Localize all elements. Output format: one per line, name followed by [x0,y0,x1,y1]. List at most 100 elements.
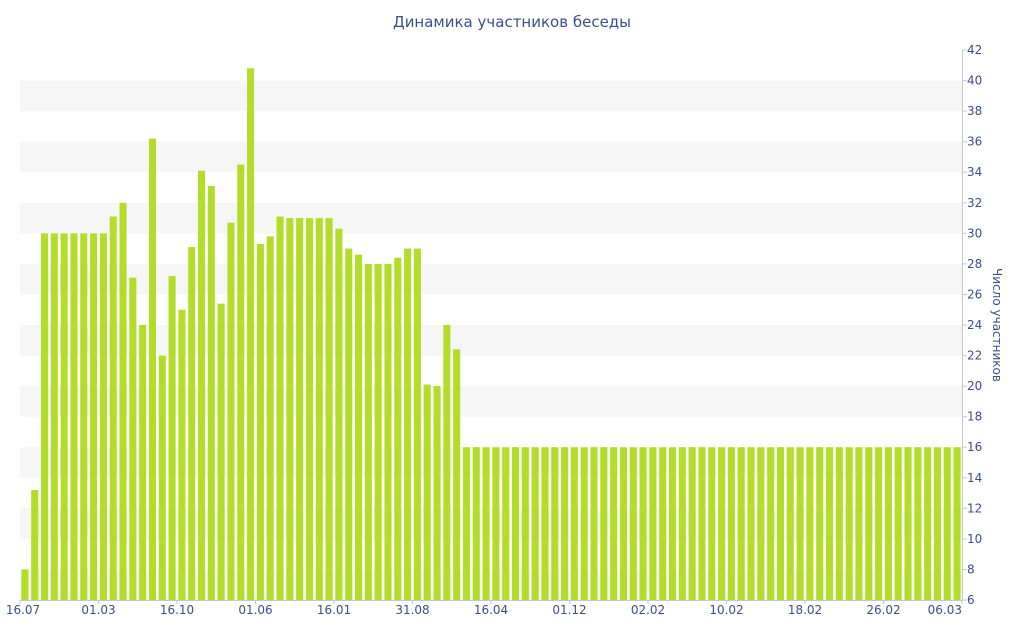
bar[interactable] [148,138,156,601]
bar[interactable] [521,447,529,600]
bar[interactable] [364,263,372,600]
bar[interactable] [207,185,215,600]
bar[interactable] [247,68,255,600]
bar[interactable] [904,447,912,600]
bar[interactable] [423,384,431,600]
bar[interactable] [178,309,186,600]
bar[interactable] [266,236,274,600]
bar[interactable] [826,447,834,600]
bar[interactable] [60,233,68,600]
y-tick-label: 22 [967,349,982,363]
bar[interactable] [796,447,804,600]
bar[interactable] [80,233,88,600]
bar[interactable] [619,447,627,600]
bar[interactable] [659,447,667,600]
bar[interactable] [835,447,843,600]
bar[interactable] [21,569,29,600]
bar[interactable] [551,447,559,600]
bar[interactable] [816,447,824,600]
bar[interactable] [561,447,569,600]
bar[interactable] [531,447,539,600]
bar[interactable] [296,218,304,600]
bar[interactable] [639,447,647,600]
bar[interactable] [767,447,775,600]
bar[interactable] [384,263,392,600]
bar[interactable] [855,447,863,600]
bar[interactable] [669,447,677,600]
bar[interactable] [875,447,883,600]
bar[interactable] [482,447,490,600]
bar[interactable] [727,447,735,600]
bar[interactable] [325,218,333,600]
bar[interactable] [502,447,510,600]
bar[interactable] [276,216,284,600]
bar[interactable] [394,257,402,600]
bar[interactable] [158,355,166,600]
bar[interactable] [109,216,117,600]
bar[interactable] [512,447,520,600]
bar[interactable] [41,233,49,600]
bar[interactable] [315,218,323,600]
bar[interactable] [404,248,412,601]
bar[interactable] [894,447,902,600]
y-tick-label: 32 [967,196,982,210]
bar[interactable] [413,248,421,601]
grid-band [20,202,962,234]
bar[interactable] [305,218,313,600]
bar[interactable] [90,233,98,600]
bar[interactable] [718,447,726,600]
bar[interactable] [806,447,814,600]
bar[interactable] [453,349,461,600]
bar[interactable] [590,447,598,600]
bar[interactable] [541,447,549,600]
bar[interactable] [70,233,78,600]
bar[interactable] [443,325,451,600]
bar[interactable] [168,276,176,600]
bar[interactable] [119,202,127,600]
bar[interactable] [139,325,147,600]
bar[interactable] [629,447,637,600]
bar[interactable] [492,447,500,600]
bar[interactable] [884,447,892,600]
bar[interactable] [698,447,706,600]
bar[interactable] [737,447,745,600]
bar[interactable] [953,447,961,600]
bar[interactable] [678,447,686,600]
bar[interactable] [580,447,588,600]
bar[interactable] [335,228,343,600]
bar[interactable] [217,303,225,600]
bar[interactable] [786,447,794,600]
bar[interactable] [99,233,107,600]
bar[interactable] [237,164,245,600]
bar[interactable] [433,386,441,600]
bar[interactable] [649,447,657,600]
bar[interactable] [943,447,951,600]
bar[interactable] [845,447,853,600]
bar[interactable] [345,248,353,601]
bar[interactable] [374,263,382,600]
bar[interactable] [570,447,578,600]
bar[interactable] [472,447,480,600]
grid-band [20,569,962,600]
bar[interactable] [610,447,618,600]
bar[interactable] [129,277,137,600]
bar[interactable] [198,170,206,600]
bar[interactable] [757,447,765,600]
bar[interactable] [924,447,932,600]
bar[interactable] [256,244,264,600]
bar[interactable] [50,233,58,600]
bar[interactable] [355,254,363,600]
bar[interactable] [31,490,39,600]
bar[interactable] [188,247,196,600]
bar[interactable] [776,447,784,600]
bar[interactable] [462,447,470,600]
bar[interactable] [688,447,696,600]
bar[interactable] [286,218,294,600]
bar[interactable] [933,447,941,600]
bar[interactable] [708,447,716,600]
bar[interactable] [600,447,608,600]
bar[interactable] [914,447,922,600]
bar[interactable] [747,447,755,600]
bar[interactable] [865,447,873,600]
bar[interactable] [227,222,235,600]
